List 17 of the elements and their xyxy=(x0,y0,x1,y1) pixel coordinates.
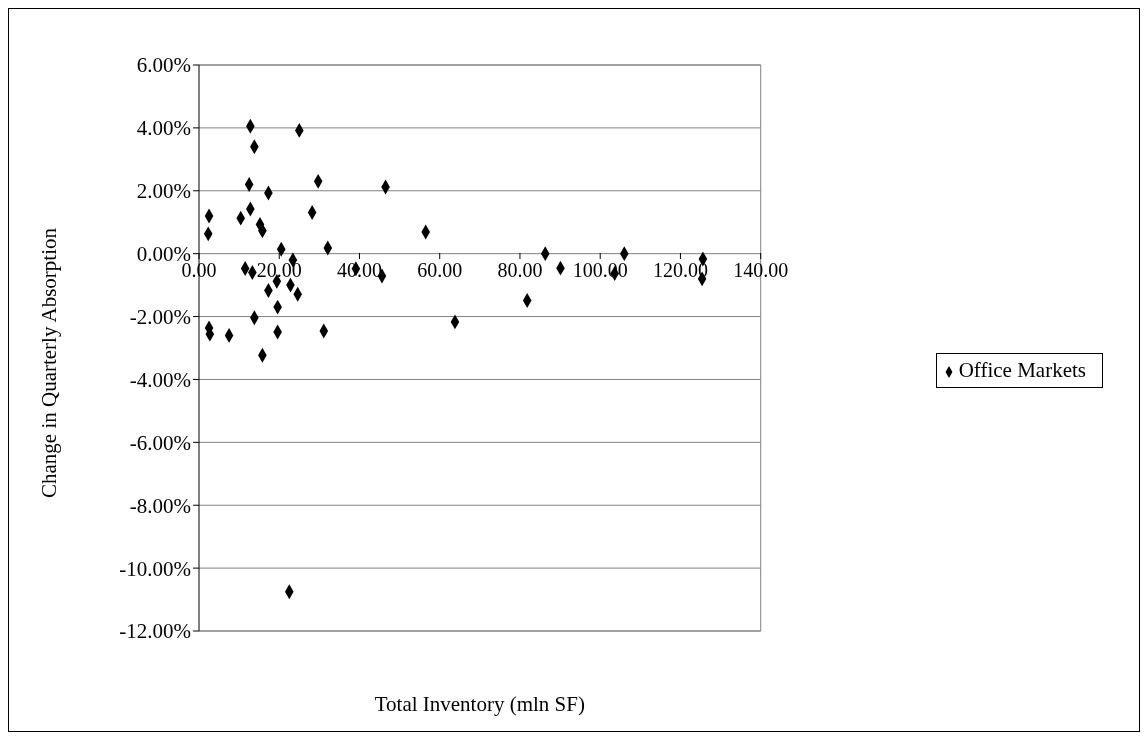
x-axis-title: Total Inventory (mln SF) xyxy=(374,692,585,716)
y-tick-label: -12.00% xyxy=(119,619,191,644)
x-tick-label: 140.00 xyxy=(733,259,789,281)
x-tick-label: 20.00 xyxy=(256,259,302,281)
x-tick-label: 80.00 xyxy=(497,259,543,281)
y-axis-title: Change in Quarterly Absorption xyxy=(37,227,62,498)
y-tick-label: 4.00% xyxy=(136,116,191,141)
legend-label: Office Markets xyxy=(958,357,1086,382)
y-tick-label: -4.00% xyxy=(129,367,191,392)
x-tick-label: 120.00 xyxy=(652,259,708,281)
y-tick-label: 2.00% xyxy=(136,179,191,204)
y-tick-label: -6.00% xyxy=(129,430,191,455)
y-tick-label: -8.00% xyxy=(129,493,191,518)
y-tick-label: -2.00% xyxy=(129,305,191,330)
y-tick-label: 6.00% xyxy=(136,53,191,78)
y-tick-label: -10.00% xyxy=(119,556,191,581)
x-tick-label: 60.00 xyxy=(417,259,463,281)
